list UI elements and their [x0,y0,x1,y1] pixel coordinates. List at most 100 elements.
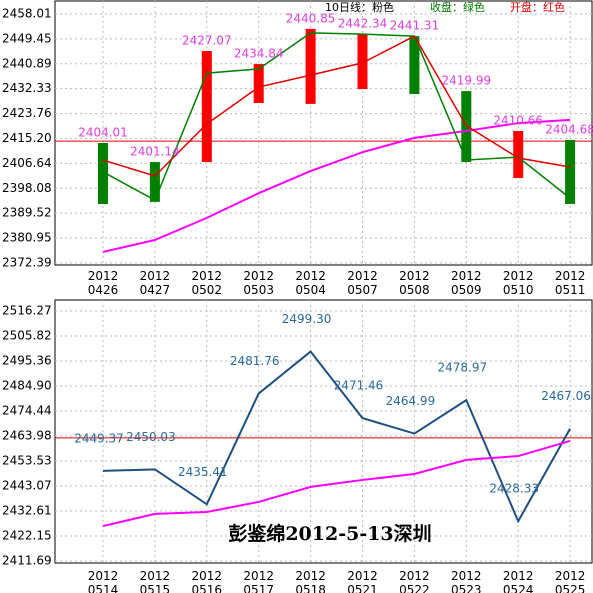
point-label: 2401.14 [130,145,180,159]
x-tick-label: 2012 0521 [347,569,378,593]
x-tick-line: 0507 [347,283,378,297]
point-label: 2450.03 [126,430,176,444]
point-label: 2435.41 [178,465,228,479]
x-tick-label: 2012 0502 [192,269,223,297]
y-tick-label: 2398.08 [2,181,52,195]
candle [513,130,524,179]
legend-entry: 收盘：绿色 [430,0,485,14]
plot-frame [54,0,593,266]
x-tick-line: 2012 [88,569,119,583]
point-label: 2428.33 [489,482,539,496]
y-tick-label: 2432.33 [2,81,52,95]
x-tick-line: 2012 [399,269,430,283]
candle [149,162,160,202]
x-tick-label: 2012 0503 [243,269,274,297]
x-tick-label: 2012 0507 [347,269,378,297]
point-label: 2471.46 [334,379,384,393]
x-tick-line: 2012 [243,569,274,583]
x-tick-label: 2012 0427 [140,269,171,297]
x-tick-line: 2012 [347,269,378,283]
x-tick-line: 2012 [243,269,274,283]
x-tick-label: 2012 0515 [140,569,171,593]
x-tick-line: 2012 [295,269,326,283]
x-tick-line: 2012 [88,269,119,283]
point-label: 2441.31 [390,19,440,33]
y-tick-label: 2443.07 [2,478,52,492]
x-tick-label: 2012 0516 [192,569,223,593]
x-tick-line: 2012 [555,569,586,583]
x-tick-line: 0511 [555,283,586,297]
legend-entry: 10日线：粉色 [325,0,394,14]
candle [357,34,368,90]
series-line [102,350,571,524]
x-tick-line: 2012 [192,269,223,283]
y-tick-label: 2495.36 [2,353,52,367]
x-tick-line: 0508 [399,283,430,297]
y-tick-label: 2440.89 [2,56,52,70]
x-tick-line: 0524 [503,583,534,593]
point-label: 2478.97 [437,361,487,375]
x-tick-line: 0427 [140,283,171,297]
y-tick-label: 2406.64 [2,156,52,170]
y-tick-label: 2449.45 [2,31,52,45]
x-tick-line: 0514 [88,583,119,593]
x-tick-line: 0502 [192,283,223,297]
x-tick-line: 2012 [451,269,482,283]
point-label: 2440.85 [286,11,336,25]
x-tick-line: 0521 [347,583,378,593]
y-tick-label: 2463.98 [2,429,52,443]
point-label: 2404.01 [78,126,128,140]
x-tick-line: 2012 [555,269,586,283]
x-tick-line: 2012 [503,569,534,583]
y-tick-label: 2453.53 [2,453,52,467]
x-tick-line: 0522 [399,583,430,593]
point-label: 2419.99 [441,74,491,88]
candle [565,139,576,204]
candle [98,143,108,205]
x-tick-label: 2012 0518 [295,569,326,593]
y-tick-label: 2516.27 [2,304,52,318]
series-line [102,32,571,202]
x-tick-label: 2012 0511 [555,269,586,297]
x-tick-line: 0517 [243,583,274,593]
x-tick-label: 2012 0523 [451,569,482,593]
x-tick-line: 0523 [451,583,482,593]
y-tick-label: 2372.39 [2,256,52,270]
point-label: 2442.34 [338,17,388,31]
x-tick-line: 0503 [243,283,274,297]
y-tick-label: 2380.95 [2,231,52,245]
x-tick-line: 0518 [295,583,326,593]
candle [253,64,264,104]
point-label: 2427.07 [182,33,232,47]
x-tick-label: 2012 0525 [555,569,586,593]
candle [305,28,316,104]
x-tick-line: 2012 [140,569,171,583]
x-tick-line: 0509 [451,283,482,297]
x-tick-label: 2012 0517 [243,569,274,593]
point-label: 2404.68 [545,122,593,136]
x-tick-line: 2012 [503,269,534,283]
y-tick-label: 2505.82 [2,328,52,342]
x-tick-label: 2012 0514 [88,569,119,593]
y-tick-label: 2423.76 [2,106,52,120]
x-tick-line: 0525 [555,583,586,593]
point-label: 2449.37 [74,431,124,445]
y-tick-label: 2474.44 [2,403,52,417]
series-line [102,440,571,528]
x-tick-label: 2012 0509 [451,269,482,297]
candle [201,50,212,163]
annotation: 彭鉴绵2012-5-13深圳 [228,522,431,545]
y-tick-label: 2415.20 [2,131,52,145]
x-tick-line: 0426 [88,283,119,297]
y-tick-label: 2389.52 [2,206,52,220]
x-tick-line: 2012 [140,269,171,283]
x-tick-line: 0504 [295,283,326,297]
y-tick-label: 2411.69 [2,554,52,568]
x-tick-line: 0516 [192,583,223,593]
x-tick-label: 2012 0504 [295,269,326,297]
series-line [102,35,571,177]
x-tick-line: 2012 [192,569,223,583]
point-label: 2464.99 [386,394,436,408]
candle [409,36,420,95]
